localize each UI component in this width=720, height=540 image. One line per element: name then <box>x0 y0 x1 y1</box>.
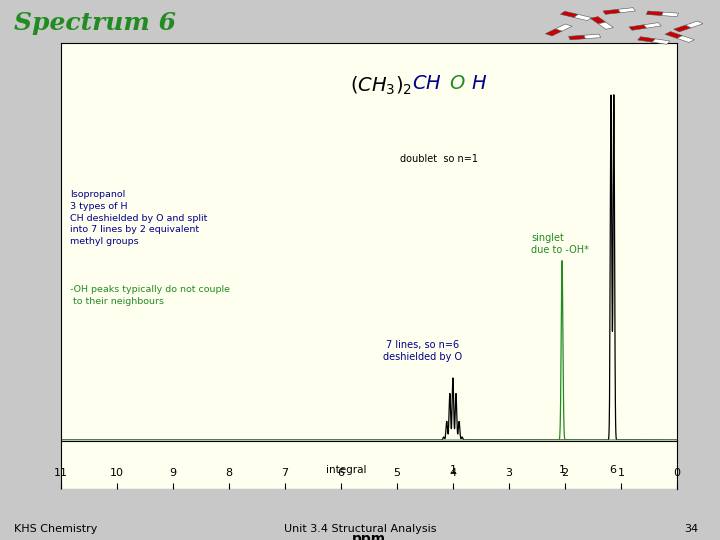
Text: doublet  so n=1: doublet so n=1 <box>400 154 478 164</box>
Bar <box>674 25 691 32</box>
Text: 7 lines, so n=6
deshielded by O: 7 lines, so n=6 deshielded by O <box>382 340 462 362</box>
Text: 1: 1 <box>449 465 456 475</box>
Bar <box>590 17 606 24</box>
X-axis label: ppm: ppm <box>352 532 386 540</box>
Text: $CH$: $CH$ <box>412 75 442 93</box>
Bar <box>677 36 694 43</box>
Bar <box>560 11 578 17</box>
Text: 1: 1 <box>559 465 566 475</box>
Text: $H$: $H$ <box>471 75 487 93</box>
Bar <box>584 34 600 39</box>
Text: 34: 34 <box>684 523 698 534</box>
Text: 6: 6 <box>609 465 616 475</box>
Bar <box>638 37 655 42</box>
Bar <box>644 23 661 28</box>
Text: $O$: $O$ <box>449 75 466 93</box>
Text: Isopropanol
3 types of H
CH deshielded by O and split
into 7 lines by 2 equivale: Isopropanol 3 types of H CH deshielded b… <box>71 190 208 246</box>
Bar <box>555 24 572 31</box>
Bar <box>629 25 647 30</box>
Text: $(CH_3)_2$: $(CH_3)_2$ <box>350 75 412 97</box>
Bar <box>647 11 663 16</box>
Bar <box>662 12 678 17</box>
Bar <box>546 29 562 36</box>
Text: Spectrum 6: Spectrum 6 <box>14 11 176 35</box>
Bar <box>574 15 592 21</box>
Bar <box>603 9 621 15</box>
Bar <box>665 31 683 38</box>
Bar <box>598 22 613 29</box>
Bar <box>569 35 585 40</box>
Text: integral: integral <box>325 465 366 475</box>
Bar <box>685 21 703 28</box>
Text: -OH peaks typically do not couple
 to their neighbours: -OH peaks typically do not couple to the… <box>71 285 230 306</box>
Text: singlet
due to -OH*: singlet due to -OH* <box>531 233 589 255</box>
Text: KHS Chemistry: KHS Chemistry <box>14 523 98 534</box>
Bar <box>652 39 670 44</box>
Bar <box>618 8 635 13</box>
Text: Unit 3.4 Structural Analysis: Unit 3.4 Structural Analysis <box>284 523 436 534</box>
